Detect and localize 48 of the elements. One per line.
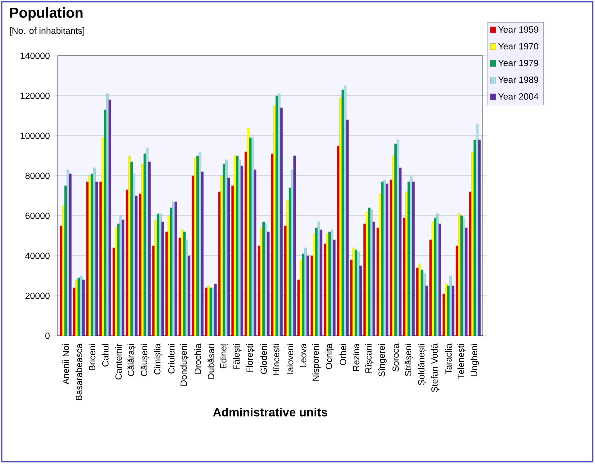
x-tick-label: Rezina [353, 344, 360, 371]
x-tick-label: Briceni [89, 344, 96, 370]
x-tick-label: Orhei [340, 344, 346, 366]
y-tick-label: 100000 [20, 132, 50, 140]
y-tick-label: 20000 [26, 292, 50, 300]
y-tick-label: 60000 [26, 212, 50, 220]
x-tick-label: Ungheni [470, 344, 480, 376]
x-tick-label: Cantemir [115, 344, 122, 380]
x-tick-label: Fălești [233, 344, 242, 370]
x-tick-label: Rîșcani [365, 344, 374, 373]
x-tick-label: Criuleni [168, 344, 175, 374]
x-tick-label: Soroca [392, 344, 400, 372]
x-tick-label: Ialoveni [287, 344, 294, 374]
legend-label: Year 2004 [498, 94, 539, 100]
y-tick-label: 140000 [20, 52, 50, 60]
chart-subtitle: [No. of inhabitants] [10, 28, 84, 36]
x-tick-label: Sîngerei [378, 344, 387, 377]
y-tick-label: 80000 [26, 172, 50, 180]
x-tick-label: Anenii Noi [62, 344, 70, 385]
x-tick-label: Drochia [194, 344, 202, 374]
y-tick-label: 0 [46, 332, 50, 340]
legend-label: Year 1979 [498, 60, 538, 66]
x-tick-label: Călărași [128, 344, 136, 376]
x-tick-label: Ștefan Vodă [431, 344, 440, 392]
x-tick-label: Cimișlia [154, 344, 163, 375]
x-tick-label: Șoldănești [418, 344, 427, 386]
x-tick-label: Dubăsari [208, 344, 214, 379]
x-tick-label: Edineț [220, 344, 229, 368]
x-tick-label: Hîncești [272, 344, 282, 376]
y-tick-label: 40000 [25, 252, 50, 260]
legend-label: Year 1989 [498, 76, 538, 84]
x-axis-title: Administrative units [213, 408, 328, 417]
x-tick-label: Leova [300, 344, 307, 368]
chart-title: Population [10, 8, 83, 21]
x-tick-label: Glodeni [260, 344, 268, 374]
x-tick-label: Dondușeni [180, 344, 189, 386]
x-tick-label: Telenești [458, 344, 466, 379]
x-tick-label: Nisporeni [312, 344, 321, 381]
x-tick-label: Strășeni [404, 344, 414, 376]
x-tick-label: Florești [246, 344, 255, 372]
x-tick-label: Basarabeasca [76, 344, 82, 400]
x-tick-label: Taraclia [445, 344, 452, 374]
x-tick-label: Ocnița [326, 344, 334, 370]
x-tick-label: Căușeni [140, 344, 150, 376]
y-tick-label: 120000 [20, 92, 50, 100]
x-tick-label: Cahul [102, 344, 109, 367]
legend-label: Year 1959 [498, 26, 538, 33]
legend-label: Year 1970 [498, 43, 539, 50]
